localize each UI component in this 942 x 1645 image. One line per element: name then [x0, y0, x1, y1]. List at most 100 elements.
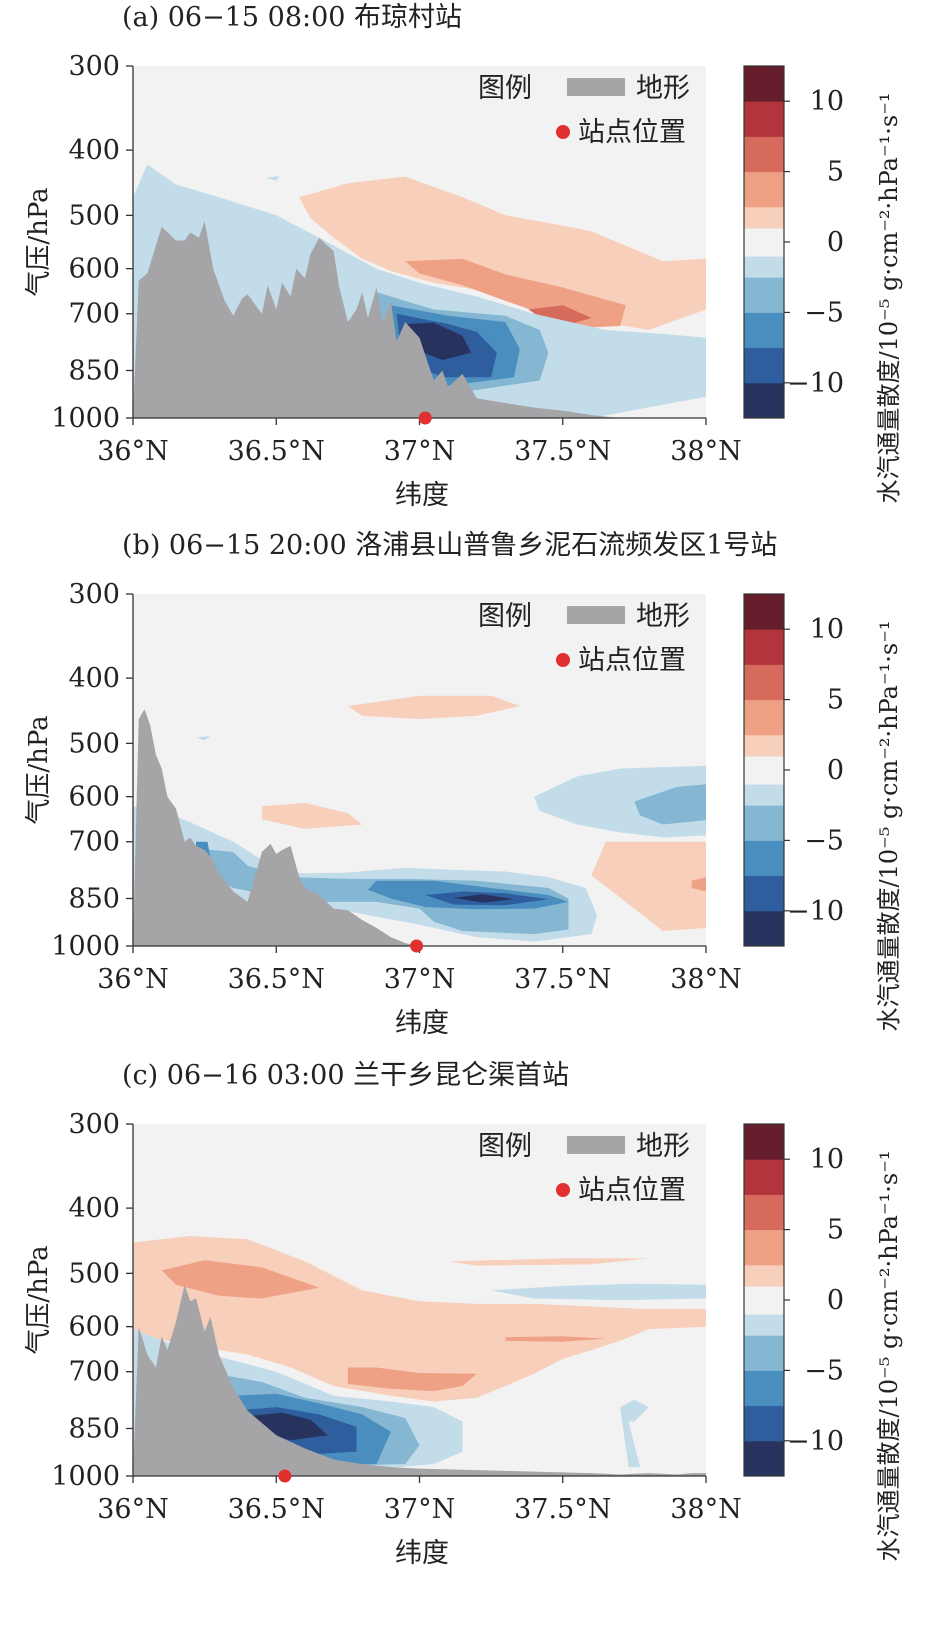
contour-band	[591, 841, 706, 931]
x-tick-label: 38°N	[670, 1494, 741, 1525]
x-tick-label: 37.5°N	[514, 1494, 611, 1525]
colorbar-swatch	[744, 1264, 784, 1287]
y-tick-label: 600	[68, 1312, 120, 1343]
x-axis-label: 纬度	[395, 1538, 449, 1569]
y-tick-label: 700	[68, 827, 120, 858]
y-tick-label: 300	[68, 1109, 120, 1140]
contour-band	[299, 176, 706, 330]
contour-band	[691, 877, 706, 892]
colorbar-swatch	[744, 136, 784, 173]
contour-band	[347, 1367, 477, 1392]
x-tick-label: 38°N	[670, 436, 741, 467]
colorbar-swatch	[744, 699, 784, 736]
legend-station-marker	[556, 1183, 570, 1197]
station-marker	[410, 939, 424, 953]
y-tick-label: 500	[68, 1258, 120, 1289]
panel-title: (a) 06−15 08:00 布琼村站	[122, 2, 462, 33]
legend-station-label: 站点位置	[578, 117, 686, 148]
y-tick-label: 500	[68, 728, 120, 759]
contour-band	[347, 695, 520, 719]
colorbar-swatch	[744, 101, 784, 137]
colorbar-swatch	[744, 347, 784, 384]
panel-title: (c) 06−16 03:00 兰干乡昆仑渠首站	[122, 1060, 569, 1091]
contour-band	[505, 1336, 606, 1342]
legend-terrain-swatch	[567, 606, 625, 624]
colorbar-swatch	[744, 1194, 784, 1231]
colorbar-swatch	[744, 784, 784, 806]
terrain-area	[133, 1284, 706, 1476]
panel-title: (b) 06−15 20:00 洛浦县山普鲁乡泥石流频发区1号站	[122, 530, 777, 561]
colorbar-tick-label: 0	[827, 755, 844, 786]
colorbar-swatch	[744, 910, 784, 947]
panel-b: (b) 06−15 20:00 洛浦县山普鲁乡泥石流频发区1号站30040050…	[24, 530, 903, 1039]
y-axis-label: 气压/hPa	[24, 187, 54, 296]
contour-band	[196, 736, 211, 741]
contour-field	[133, 695, 706, 946]
y-axis-label: 气压/hPa	[24, 715, 54, 824]
y-tick-label: 600	[68, 254, 120, 285]
contour-field	[133, 1236, 706, 1476]
colorbar-tick-label: −10	[787, 896, 844, 927]
colorbar-swatch	[744, 1335, 784, 1371]
y-tick-label: 400	[68, 135, 120, 166]
colorbar-swatch	[744, 1405, 784, 1442]
y-tick-label: 400	[68, 1193, 120, 1224]
colorbar-swatch	[744, 382, 784, 419]
colorbar-swatch	[744, 1440, 784, 1477]
colorbar-swatch	[744, 206, 784, 229]
legend-station-label: 站点位置	[578, 645, 686, 676]
y-tick-label: 500	[68, 200, 120, 231]
legend-terrain-swatch	[567, 78, 625, 96]
legend-station-marker	[556, 653, 570, 667]
y-tick-label: 300	[68, 579, 120, 610]
colorbar-swatch	[744, 1370, 784, 1407]
legend-terrain-label: 地形	[636, 73, 690, 104]
station-marker	[418, 411, 432, 425]
colorbar-tick-label: 5	[827, 157, 844, 188]
contour-band	[264, 176, 280, 181]
contour-band	[491, 1283, 706, 1301]
colorbar-label: 水汽通量散度/10⁻⁵ g·cm⁻²·hPa⁻¹·s⁻¹	[875, 620, 903, 1031]
colorbar-swatch	[744, 256, 784, 278]
colorbar-swatch	[744, 805, 784, 841]
contour-band	[161, 1260, 320, 1299]
terrain-area	[133, 221, 706, 418]
y-tick-label: 1000	[51, 1461, 120, 1492]
colorbar-swatch	[744, 734, 784, 757]
colorbar-swatch	[744, 1159, 784, 1195]
x-tick-label: 37.5°N	[514, 964, 611, 995]
x-axis-label: 纬度	[395, 480, 449, 511]
colorbar-tick-label: 5	[827, 1215, 844, 1246]
colorbar-tick-label: −5	[804, 1355, 844, 1386]
contour-band	[448, 1258, 649, 1266]
colorbar-tick-label: 0	[827, 1285, 844, 1316]
colorbar-swatch	[744, 1314, 784, 1336]
y-tick-label: 600	[68, 782, 120, 813]
colorbar-label: 水汽通量散度/10⁻⁵ g·cm⁻²·hPa⁻¹·s⁻¹	[875, 1150, 903, 1561]
y-tick-label: 850	[68, 1413, 120, 1444]
x-tick-label: 36°N	[97, 964, 168, 995]
x-tick-label: 38°N	[670, 964, 741, 995]
colorbar-tick-label: 0	[827, 227, 844, 258]
colorbar-swatch	[744, 840, 784, 877]
colorbar-swatch	[744, 629, 784, 665]
contour-band	[528, 305, 592, 324]
colorbar-swatch	[744, 66, 784, 102]
colorbar-tick-label: 10	[810, 1144, 844, 1175]
x-tick-label: 37°N	[384, 436, 455, 467]
y-tick-label: 850	[68, 883, 120, 914]
colorbar-swatch	[744, 277, 784, 313]
y-tick-label: 300	[68, 51, 120, 82]
terrain-area	[133, 709, 706, 946]
x-tick-label: 36.5°N	[228, 1494, 325, 1525]
x-tick-label: 37.5°N	[514, 436, 611, 467]
y-tick-label: 1000	[51, 931, 120, 962]
x-tick-label: 36.5°N	[228, 964, 325, 995]
x-axis-label: 纬度	[395, 1008, 449, 1039]
colorbar-swatch	[744, 1229, 784, 1266]
colorbar-swatch	[744, 594, 784, 630]
colorbar-swatch	[744, 875, 784, 912]
x-tick-label: 36°N	[97, 1494, 168, 1525]
contour-field	[133, 164, 706, 418]
